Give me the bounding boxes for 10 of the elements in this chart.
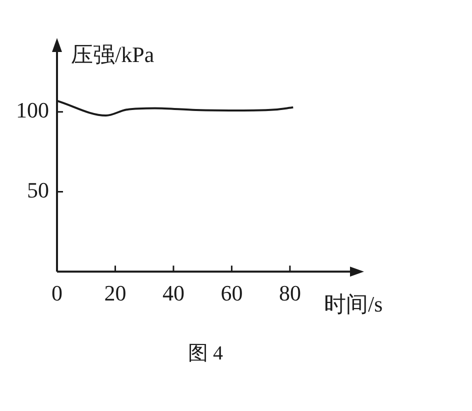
x-tick-label: 80	[278, 280, 301, 306]
x-tick-label: 20	[104, 280, 126, 306]
x-axis-title: 时间/s	[324, 292, 383, 317]
caption: 图 4	[188, 342, 223, 365]
y-tick-label: 100	[16, 98, 49, 123]
y-axis-title: 压强/kPa	[71, 42, 154, 67]
x-tick-label: 40	[162, 280, 184, 306]
x-tick-label: 60	[220, 280, 243, 306]
y-tick-label: 50	[27, 178, 49, 203]
x-tick-label: 0	[52, 280, 62, 306]
